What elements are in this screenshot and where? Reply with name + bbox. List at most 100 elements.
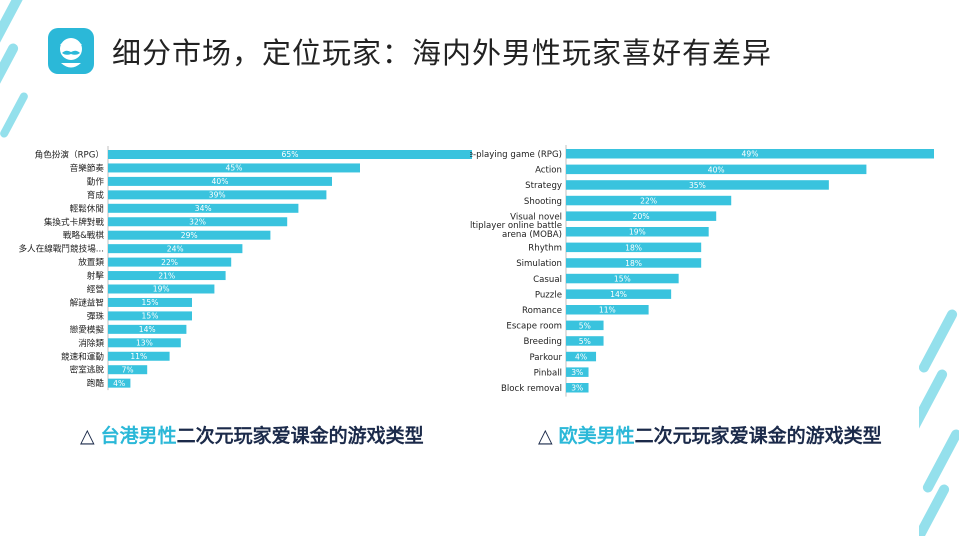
- bar: [108, 257, 232, 267]
- bar: [108, 351, 170, 361]
- category-label: Action: [535, 166, 562, 176]
- category-label: 跑酷: [87, 377, 105, 389]
- brand-logo-icon: [48, 28, 94, 74]
- value-label: 32%: [189, 217, 206, 226]
- bar: [108, 338, 181, 348]
- bar: [108, 176, 332, 186]
- bar: [566, 383, 589, 393]
- caption-highlight: 欧美男性: [558, 425, 635, 447]
- value-label: 34%: [195, 204, 212, 213]
- bar: [566, 195, 732, 206]
- category-label: Casual: [533, 275, 562, 285]
- value-label: 19%: [629, 228, 646, 237]
- value-label: 11%: [130, 352, 147, 361]
- page-title: 细分市场，定位玩家：海内外男性玩家喜好有差异: [112, 36, 773, 70]
- value-label: 19%: [153, 285, 170, 294]
- category-label: Strategy: [525, 181, 562, 191]
- category-label: 戀愛模擬: [70, 323, 105, 335]
- category-label: Escape room: [506, 322, 562, 332]
- value-label: 21%: [158, 271, 175, 280]
- category-label: Rhythm: [528, 244, 562, 254]
- value-label: 40%: [212, 177, 229, 186]
- value-label: 40%: [708, 165, 725, 174]
- category-label: Puzzle: [535, 290, 562, 300]
- category-label: 解謎益智: [70, 296, 104, 308]
- bar: [566, 273, 679, 284]
- category-label: 角色扮演（RPG）: [35, 149, 104, 161]
- triangle-icon: △: [80, 425, 95, 447]
- category-label: Role-playing game (RPG): [470, 150, 562, 160]
- bar: [108, 365, 148, 375]
- bar: [566, 289, 672, 299]
- bar: [566, 227, 709, 237]
- category-label: 經營: [87, 283, 104, 295]
- bar: [108, 203, 299, 213]
- caption-right: △ 欧美男性二次元玩家爱课金的游戏类型: [538, 421, 882, 448]
- bar: [108, 217, 288, 227]
- caption-text: 二次元玩家爱课金的游戏类型: [176, 425, 424, 447]
- bar: [108, 163, 360, 173]
- value-label: 22%: [161, 258, 178, 267]
- value-label: 18%: [625, 243, 642, 252]
- bar: [566, 305, 649, 315]
- category-label: Simulation: [516, 259, 562, 269]
- caption-highlight: 台港男性: [100, 425, 177, 447]
- value-label: 14%: [610, 290, 627, 299]
- bar: [108, 150, 472, 159]
- category-label: 音樂節奏: [70, 162, 105, 174]
- value-label: 3%: [571, 368, 583, 377]
- bar: [566, 149, 934, 159]
- bar: [108, 244, 243, 254]
- category-label: 密室逃脫: [70, 364, 105, 376]
- category-label: 放置類: [78, 256, 104, 268]
- category-label: 射擊: [87, 270, 105, 282]
- bar: [566, 258, 702, 268]
- value-label: 14%: [139, 325, 156, 334]
- triangle-icon: △: [538, 425, 553, 447]
- bar: [108, 284, 215, 294]
- value-label: 15%: [142, 298, 159, 307]
- category-label: 輕鬆休閒: [70, 202, 104, 214]
- bar: [566, 242, 702, 253]
- caption-left: △ 台港男性二次元玩家爱课金的游戏类型: [80, 421, 424, 448]
- value-label: 15%: [614, 275, 631, 284]
- value-label: 45%: [226, 164, 243, 173]
- chart-western-male: Role-playing game (RPG) 49% Action 40% Strat…: [470, 145, 934, 397]
- category-label: 集換式卡牌對戰: [44, 216, 105, 228]
- category-label: Romance: [522, 306, 562, 316]
- bar: [566, 336, 604, 346]
- bar: [108, 190, 327, 200]
- bar: [108, 311, 192, 321]
- category-label: 動作: [87, 175, 105, 187]
- bar: [108, 324, 187, 334]
- value-label: 4%: [113, 379, 125, 388]
- bar: [108, 378, 131, 388]
- category-label: 多人在線戰鬥競技場...: [18, 243, 104, 255]
- bar: [108, 271, 226, 281]
- bar: [108, 230, 271, 240]
- category-label: 競速和運動: [61, 350, 104, 362]
- value-label: 5%: [579, 321, 591, 330]
- value-label: 35%: [689, 181, 706, 190]
- category-label: 消除類: [78, 337, 104, 349]
- category-label: 育成: [87, 189, 105, 201]
- bar: [566, 351, 597, 362]
- value-label: 4%: [575, 353, 587, 362]
- bar: [566, 367, 589, 377]
- value-label: 11%: [599, 306, 616, 315]
- value-label: 7%: [122, 365, 134, 374]
- bar: [566, 180, 829, 190]
- category-label: 彈珠: [87, 310, 105, 322]
- category-label: Breeding: [523, 337, 562, 347]
- category-label: 戰略&戰棋: [63, 229, 104, 241]
- category-label: Pinball: [534, 368, 562, 378]
- chart-taiwan-hongkong-male: 角色扮演（RPG） 65% 音樂節奏 45% 動作 40% 育成 39% 輕鬆休閒 34% 集換式卡…: [18, 146, 472, 391]
- category-label: Visual novel: [510, 212, 562, 222]
- category-label: Parkour: [529, 353, 562, 363]
- bar: [108, 297, 192, 307]
- bar: [566, 320, 604, 331]
- value-label: 13%: [136, 339, 153, 348]
- value-label: 18%: [625, 259, 642, 268]
- value-label: 5%: [579, 337, 591, 346]
